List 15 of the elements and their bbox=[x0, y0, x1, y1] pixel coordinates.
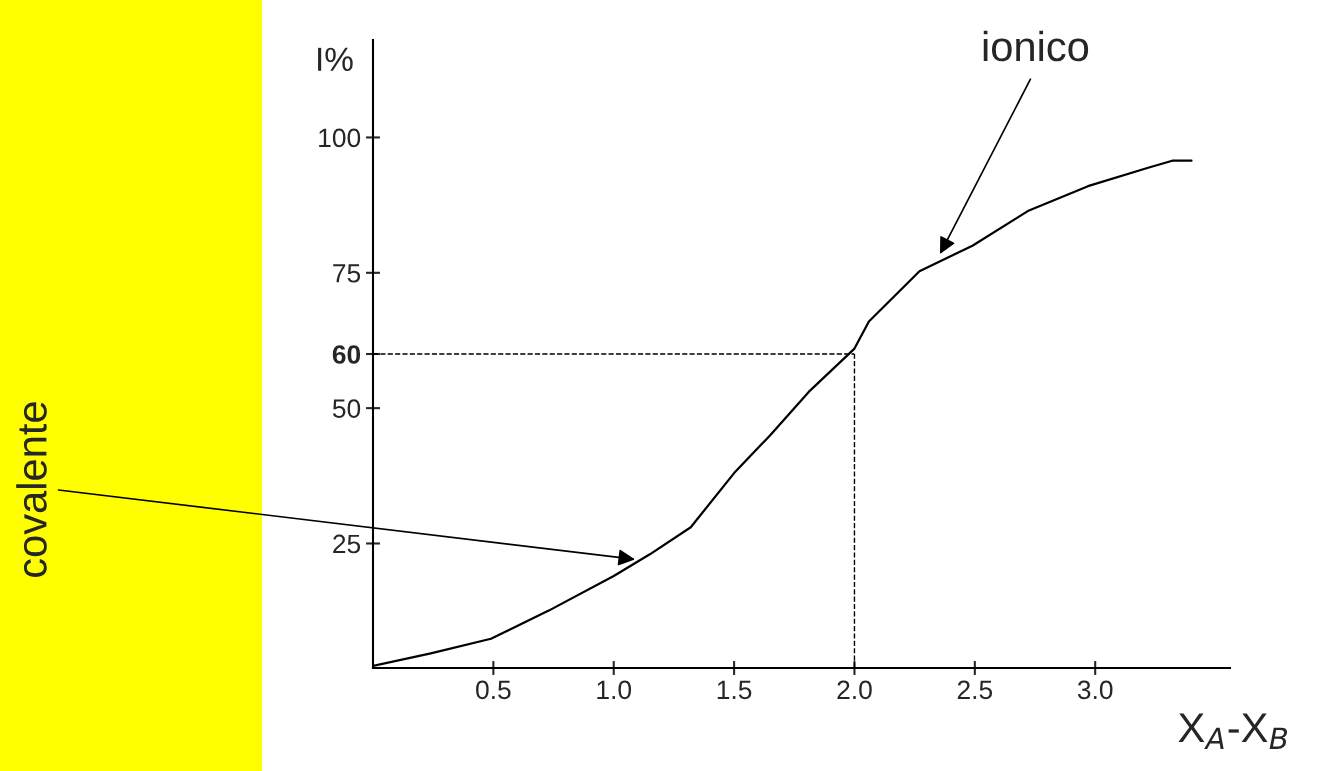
x-tick-label: 3.0 bbox=[1077, 680, 1113, 700]
x-tick-label: 2.0 bbox=[837, 680, 872, 700]
x-axis-title: X$_{A}$-X$_{B}$ bbox=[1178, 713, 1288, 749]
x-tick-label: 2.5 bbox=[957, 680, 993, 700]
y-tick-label: 25 bbox=[333, 534, 361, 554]
y-tick-label: 100 bbox=[319, 128, 361, 148]
y-tick-label: 60 bbox=[332, 345, 361, 364]
annotation: ionico bbox=[983, 30, 1089, 62]
y-tick-label: 50 bbox=[332, 399, 361, 418]
x-tick-label: 1.0 bbox=[597, 680, 632, 700]
annotation: covalente bbox=[16, 402, 47, 577]
x-tick-label: 0.5 bbox=[476, 680, 511, 700]
y-axis-title: I% bbox=[318, 47, 353, 71]
y-tick-label: 75 bbox=[333, 264, 361, 283]
x-tick-label: 1.5 bbox=[717, 680, 752, 700]
